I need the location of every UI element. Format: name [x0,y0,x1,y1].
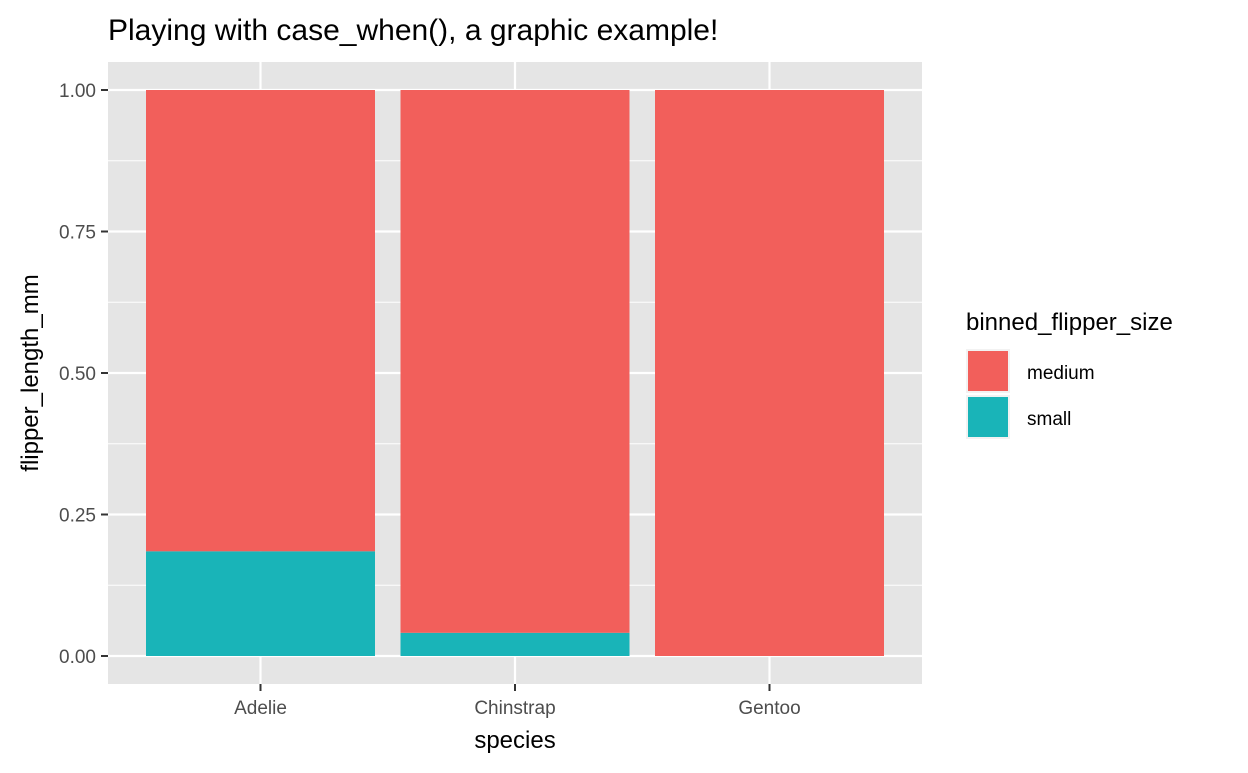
y-tick-label: 0.00 [59,647,96,668]
bar-segment-medium [655,90,884,656]
legend-title: binned_flipper_size [966,309,1173,336]
legend: binned_flipper_size medium small [966,309,1173,439]
bar-segment-medium [146,90,375,552]
bar-segment-medium [400,90,630,633]
legend-swatch-small [968,397,1008,437]
chart-title: Playing with case_when(), a graphic exam… [108,14,718,47]
bar-segment-small [146,551,375,656]
x-axis: Adelie Chinstrap Gentoo [234,684,801,719]
x-tick-label: Adelie [234,698,287,719]
y-tick-label: 0.25 [59,506,96,527]
legend-label: medium [1027,363,1095,384]
legend-swatch-medium [968,351,1008,391]
y-axis: 0.00 0.25 0.50 0.75 1.00 [59,81,108,668]
y-tick-label: 0.50 [59,364,96,385]
y-tick-label: 1.00 [59,81,96,102]
y-tick-label: 0.75 [59,223,96,244]
legend-label: small [1027,409,1071,430]
x-axis-title: species [474,727,555,754]
x-tick-label: Chinstrap [474,698,555,719]
x-tick-label: Gentoo [738,698,800,719]
bars [146,90,884,656]
y-axis-title: flipper_length_mm [17,274,44,471]
bar-segment-small [400,632,630,656]
